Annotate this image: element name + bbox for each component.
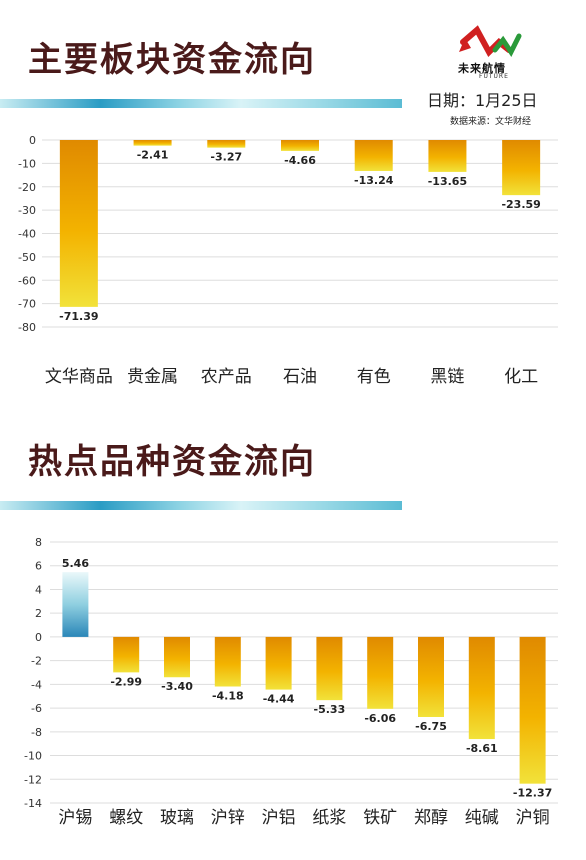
bar-value-label: -6.06 [364, 712, 396, 725]
category-label: 沪铜 [516, 808, 550, 828]
y-tick-label: -12 [24, 773, 42, 786]
y-tick-label: 2 [35, 607, 42, 620]
bar-value-label: -4.44 [263, 693, 295, 706]
category-label: 铁矿 [363, 808, 397, 828]
bar [428, 140, 467, 172]
y-tick-label: -10 [18, 157, 36, 170]
bar [519, 636, 546, 784]
bar-value-label: -3.27 [210, 151, 242, 164]
source-label: 数据来源：文华财经 [450, 117, 532, 127]
bar [113, 636, 140, 673]
y-tick-label: -8 [31, 726, 42, 739]
bar [502, 140, 541, 196]
bar-value-label: -12.37 [513, 787, 552, 800]
bar [265, 636, 292, 690]
y-tick-label: -30 [18, 204, 36, 217]
category-label: 沪锌 [211, 808, 245, 828]
y-tick-label: -40 [18, 228, 36, 241]
bar [418, 636, 444, 717]
category-label: 螺纹 [109, 808, 143, 828]
bar-value-label: -71.39 [59, 310, 98, 323]
bar [59, 140, 98, 307]
bar [164, 636, 190, 678]
title-underline-band [0, 99, 402, 108]
y-tick-label: -60 [18, 274, 36, 287]
bar-value-label: -6.75 [415, 720, 447, 733]
y-tick-label: 0 [29, 134, 36, 147]
y-tick-label: 8 [35, 536, 42, 549]
bar-value-label: -3.40 [161, 680, 193, 693]
category-label: 黑链 [430, 367, 464, 387]
bar-value-label: -23.59 [501, 198, 540, 211]
category-label: 沪铝 [262, 808, 296, 828]
logo-subtext: FUTURE [479, 73, 509, 80]
y-tick-label: -14 [24, 797, 42, 810]
bar-value-label: -8.61 [466, 742, 498, 755]
bar [214, 636, 241, 687]
y-tick-label: -2 [31, 655, 42, 668]
logo-text: 未来航情 [458, 62, 506, 75]
title-underline-band [0, 501, 402, 510]
bar-value-label: -13.24 [354, 174, 394, 187]
bar-value-label: 5.46 [62, 557, 89, 570]
category-label: 玻璃 [160, 808, 194, 828]
y-tick-label: 0 [35, 631, 42, 644]
y-tick-label: -80 [18, 321, 36, 334]
page-title: 主要板块资金流向 [28, 40, 316, 80]
sector-flow-chart: 0 -10 -20 -30 -40 -50 -60 -70 -80 -71.39 文华商品 -2.41… [18, 134, 558, 387]
y-tick-label: -20 [18, 181, 36, 194]
date-label: 日期：1月25日 [427, 91, 538, 110]
y-tick-label: -50 [18, 251, 36, 264]
bar [367, 636, 394, 709]
bar [62, 572, 89, 637]
category-label: 沪锡 [58, 808, 92, 828]
section-title: 热点品种资金流向 [28, 442, 316, 482]
bar-value-label: -13.65 [428, 175, 467, 188]
category-label: 石油 [283, 367, 317, 387]
bar [468, 636, 495, 740]
hot-product-flow-chart: 8 6 4 2 0 -2 -4 -6 -8 -10 -12 -14 5.46 沪锡 -2.99 螺纹 -3.40… [24, 536, 558, 828]
bar [316, 636, 343, 701]
bar-value-label: -2.99 [110, 675, 142, 688]
bar [133, 140, 172, 146]
y-tick-label: -4 [31, 678, 42, 691]
bar-value-label: -5.33 [314, 703, 346, 716]
category-label: 有色 [357, 367, 391, 387]
bar [354, 140, 393, 171]
bar [281, 140, 319, 151]
logo-icon [459, 25, 522, 57]
category-label: 贵金属 [127, 367, 178, 387]
category-label: 纸浆 [312, 808, 346, 828]
category-label: 郑醇 [414, 808, 448, 828]
y-tick-label: 6 [35, 560, 42, 573]
bar [207, 140, 246, 148]
category-label: 化工 [504, 367, 538, 387]
category-label: 文华商品 [45, 367, 113, 387]
y-tick-label: -6 [31, 702, 42, 715]
bar-value-label: -2.41 [137, 149, 169, 162]
y-tick-label: 4 [35, 583, 42, 596]
y-tick-label: -10 [24, 750, 42, 763]
category-label: 农产品 [201, 367, 252, 387]
bar-value-label: -4.18 [212, 689, 244, 702]
category-label: 纯碱 [465, 808, 499, 828]
bar-value-label: -4.66 [284, 154, 316, 167]
y-tick-label: -70 [18, 298, 36, 311]
